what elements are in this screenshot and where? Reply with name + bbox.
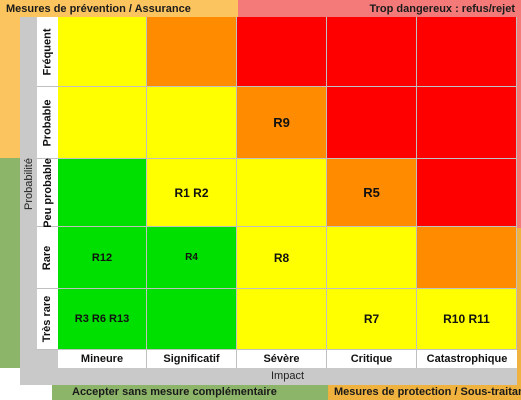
cell-r3-c1: R4	[147, 227, 237, 289]
col-label-critique: Critique	[327, 350, 417, 368]
cell-r2-c3: R5	[327, 159, 417, 227]
col-label-mineure: Mineure	[58, 350, 147, 368]
cell-r2-c0	[58, 159, 147, 227]
col-label-severe: Sévère	[237, 350, 327, 368]
cell-r4-c1	[147, 289, 237, 350]
cell-r0-c0	[58, 17, 147, 87]
x-axis-label: Impact	[58, 368, 517, 385]
cell-r4-c2	[237, 289, 327, 350]
zone-label-protection: Mesures de protection / Sous-traitance	[334, 386, 521, 398]
y-axis-label-box: Probabilité	[20, 17, 37, 350]
cell-r1-c3	[327, 87, 417, 159]
cell-r3-c4	[417, 227, 517, 289]
cell-r4-c3: R7	[327, 289, 417, 350]
cell-r0-c4	[417, 17, 517, 87]
cell-r2-c2	[237, 159, 327, 227]
cell-r1-c4	[417, 87, 517, 159]
cell-r2-c4	[417, 159, 517, 227]
cell-r2-c1: R1 R2	[147, 159, 237, 227]
row-label-frequent: Fréquent	[37, 17, 58, 87]
row-label-probable: Probable	[37, 87, 58, 159]
row-label-rare: Rare	[37, 227, 58, 289]
cell-r0-c1	[147, 17, 237, 87]
cell-r4-c4: R10 R11	[417, 289, 517, 350]
cell-r1-c1	[147, 87, 237, 159]
y-axis-label: Probabilité	[22, 157, 35, 210]
cell-r1-c2: R9	[237, 87, 327, 159]
cell-r3-c0: R12	[58, 227, 147, 289]
row-label-peu-probable: Peu probable	[37, 158, 58, 227]
cell-r0-c2	[237, 17, 327, 87]
cell-r3-c3	[327, 227, 417, 289]
row-label-tres-rare: Très rare	[37, 289, 58, 350]
col-label-significatif: Significatif	[147, 350, 237, 368]
zone-label-prevention: Mesures de prévention / Assurance	[6, 3, 191, 15]
cell-r4-c0: R3 R6 R13	[58, 289, 147, 350]
cell-r3-c2: R8	[237, 227, 327, 289]
zone-label-accept: Accepter sans mesure complémentaire	[72, 386, 277, 398]
cell-r0-c3	[327, 17, 417, 87]
cell-r1-c0	[58, 87, 147, 159]
zone-label-danger: Trop dangereux : refus/rejet	[369, 3, 515, 15]
col-label-catastrophique: Catastrophique	[417, 350, 517, 368]
